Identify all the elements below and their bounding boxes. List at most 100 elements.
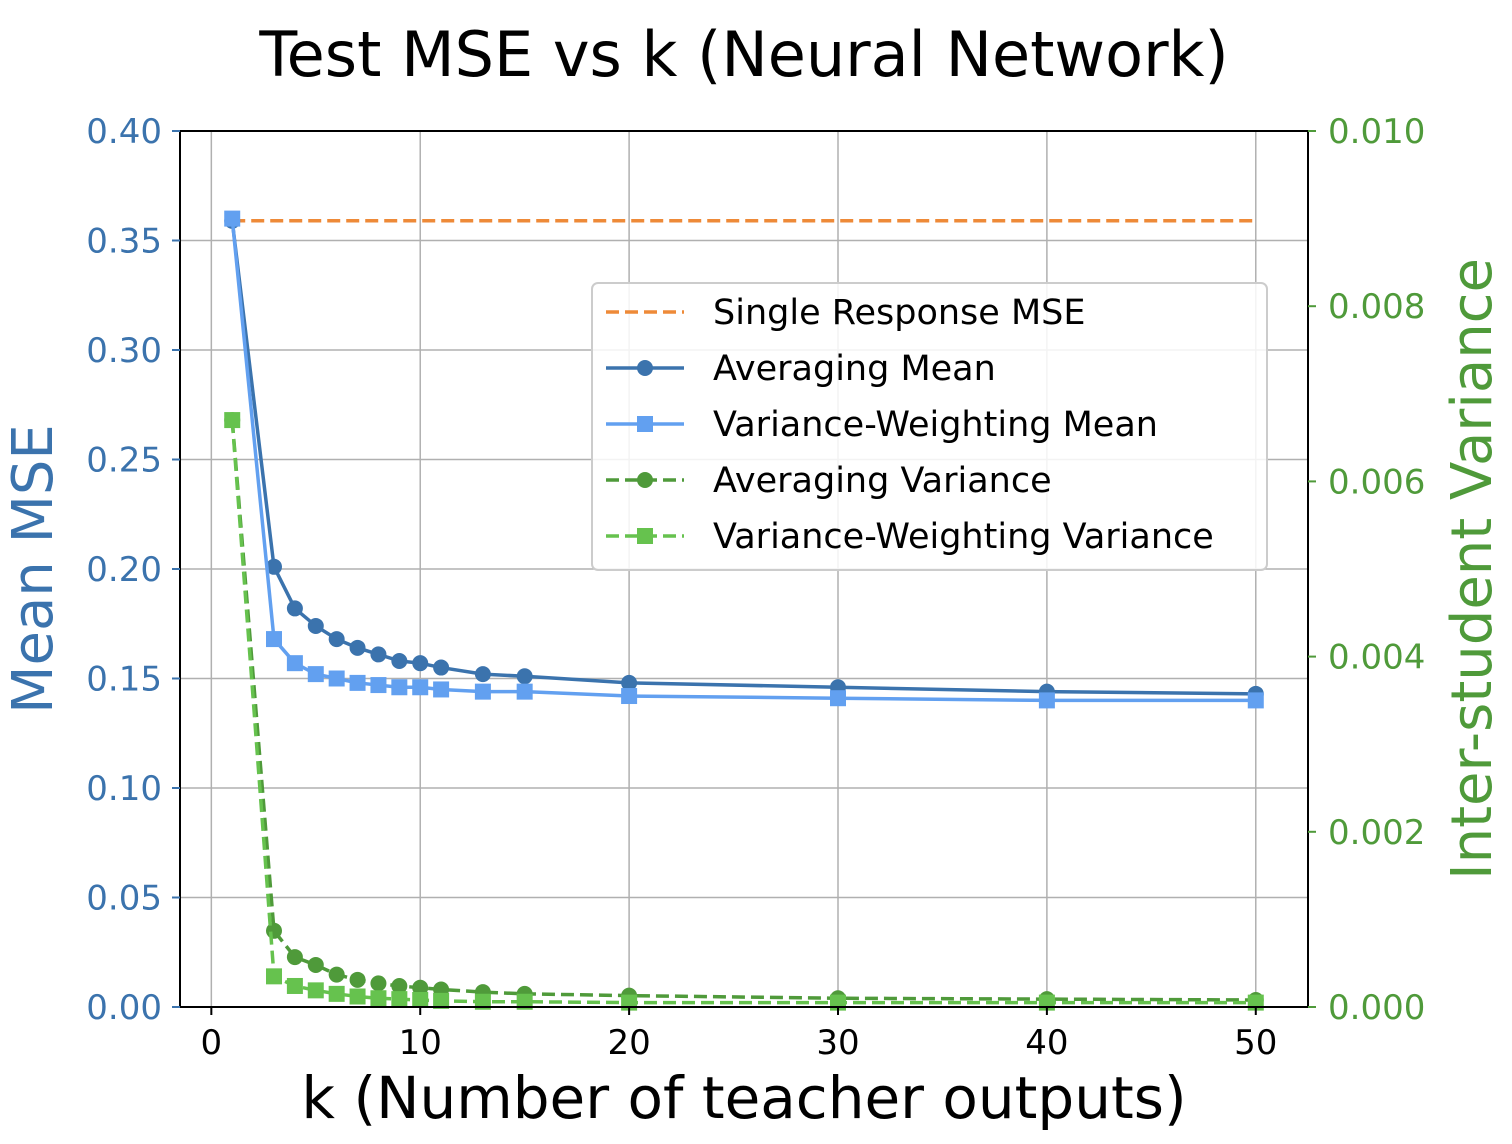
y-axis-right-label: Inter-student Variance — [1440, 258, 1505, 880]
data-point — [516, 668, 533, 685]
data-point — [370, 677, 387, 694]
data-point — [474, 993, 491, 1010]
data-point — [328, 966, 345, 983]
data-point — [474, 683, 491, 700]
series-line — [230, 419, 1256, 1002]
data-point — [349, 674, 366, 691]
legend-item-averaging-variance: Averaging Variance — [606, 461, 1052, 501]
x-tick-label: 30 — [816, 1023, 859, 1063]
series-line — [230, 220, 1256, 696]
legend-marker — [637, 416, 653, 432]
x-tick-label: 0 — [201, 1023, 223, 1063]
data-point — [474, 666, 491, 683]
legend-label: Single Response MSE — [713, 293, 1085, 333]
data-point — [328, 670, 345, 687]
data-point — [391, 991, 408, 1008]
x-tick-label: 20 — [607, 1023, 650, 1063]
data-point — [349, 639, 366, 656]
data-point — [266, 968, 282, 985]
legend-marker — [637, 528, 653, 544]
legend-label: Averaging Variance — [713, 461, 1052, 501]
y-axis-left-label: Mean MSE — [1, 424, 66, 714]
data-point — [286, 977, 303, 994]
data-point — [266, 631, 282, 648]
legend-label: Averaging Mean — [713, 349, 996, 389]
data-point — [370, 646, 387, 663]
legend-box — [591, 282, 1268, 571]
data-point — [286, 655, 303, 672]
y-axis-left: 0.00 0.05 0.10 0.15 0.20 0.25 0.30 0.35 0.40 — [86, 112, 180, 1028]
x-tick-label: 10 — [399, 1023, 442, 1063]
series-line — [230, 419, 1256, 1005]
data-point — [307, 617, 324, 634]
x-axis: 0 10 20 30 40 50 — [201, 1007, 1277, 1063]
legend-marker — [637, 360, 653, 376]
y2-tick-label: 0.008 — [1328, 287, 1425, 327]
y-tick-label: 0.10 — [86, 769, 162, 809]
legend-item-variance-weighting-mean: Variance-Weighting Mean — [606, 405, 1158, 445]
y2-tick-label: 0.000 — [1328, 988, 1425, 1028]
data-point — [1038, 692, 1055, 709]
data-point — [433, 681, 450, 698]
y2-tick-label: 0.006 — [1328, 462, 1425, 502]
data-point — [307, 666, 324, 683]
legend-item-variance-weighting-variance: Variance-Weighting Variance — [606, 517, 1214, 557]
data-point — [370, 990, 387, 1007]
y-tick-label: 0.40 — [86, 112, 162, 152]
data-point — [621, 674, 638, 691]
data-point — [621, 688, 638, 705]
data-point — [307, 956, 324, 973]
data-point — [224, 210, 241, 227]
legend-item-single-response-mse: Single Response MSE — [606, 293, 1085, 333]
x-tick-label: 50 — [1234, 1023, 1277, 1063]
data-point — [370, 975, 387, 992]
chart-title: Test MSE vs k (Neural Network) — [258, 18, 1228, 91]
x-tick-label: 40 — [1025, 1023, 1068, 1063]
data-point — [412, 991, 429, 1008]
y2-tick-label: 0.002 — [1328, 813, 1425, 853]
y-tick-label: 0.35 — [86, 222, 162, 262]
legend: Single Response MSE Averaging Mean Varianc… — [591, 282, 1268, 571]
data-point — [1247, 692, 1264, 709]
data-point — [266, 922, 282, 939]
data-point — [412, 679, 429, 696]
y-tick-label: 0.15 — [86, 660, 162, 700]
data-point — [349, 988, 366, 1005]
x-axis-label: k (Number of teacher outputs) — [301, 1064, 1186, 1132]
series-layer — [224, 210, 1264, 1011]
series-line — [230, 218, 1256, 703]
data-point — [286, 949, 303, 966]
data-point — [516, 683, 533, 700]
data-point — [266, 558, 282, 575]
data-point — [433, 659, 450, 676]
y-tick-label: 0.20 — [86, 550, 162, 590]
legend-label: Variance-Weighting Variance — [713, 517, 1214, 557]
data-point — [224, 412, 241, 429]
y-tick-label: 0.30 — [86, 331, 162, 371]
series-averaging-mean — [224, 212, 1264, 702]
y2-tick-label: 0.004 — [1328, 638, 1425, 678]
data-point — [412, 655, 429, 672]
y-tick-label: 0.25 — [86, 441, 162, 481]
data-point — [286, 600, 303, 617]
data-point — [830, 690, 846, 707]
data-point — [433, 992, 450, 1009]
data-point — [328, 985, 345, 1002]
data-point — [391, 679, 408, 696]
y-tick-label: 0.00 — [86, 988, 162, 1028]
series-variance-weighting-mean — [224, 210, 1264, 709]
data-point — [307, 982, 324, 999]
data-point — [412, 979, 429, 996]
data-point — [328, 631, 345, 648]
y-tick-label: 0.05 — [86, 879, 162, 919]
y-axis-right: 0.000 0.002 0.004 0.006 0.008 0.010 — [1308, 112, 1425, 1028]
data-point — [516, 993, 533, 1010]
data-point — [349, 971, 366, 988]
data-point — [391, 652, 408, 669]
data-point — [391, 977, 408, 994]
y2-tick-label: 0.010 — [1328, 112, 1425, 152]
legend-marker — [637, 472, 653, 488]
legend-label: Variance-Weighting Mean — [713, 405, 1158, 445]
legend-item-averaging-mean: Averaging Mean — [606, 349, 996, 389]
